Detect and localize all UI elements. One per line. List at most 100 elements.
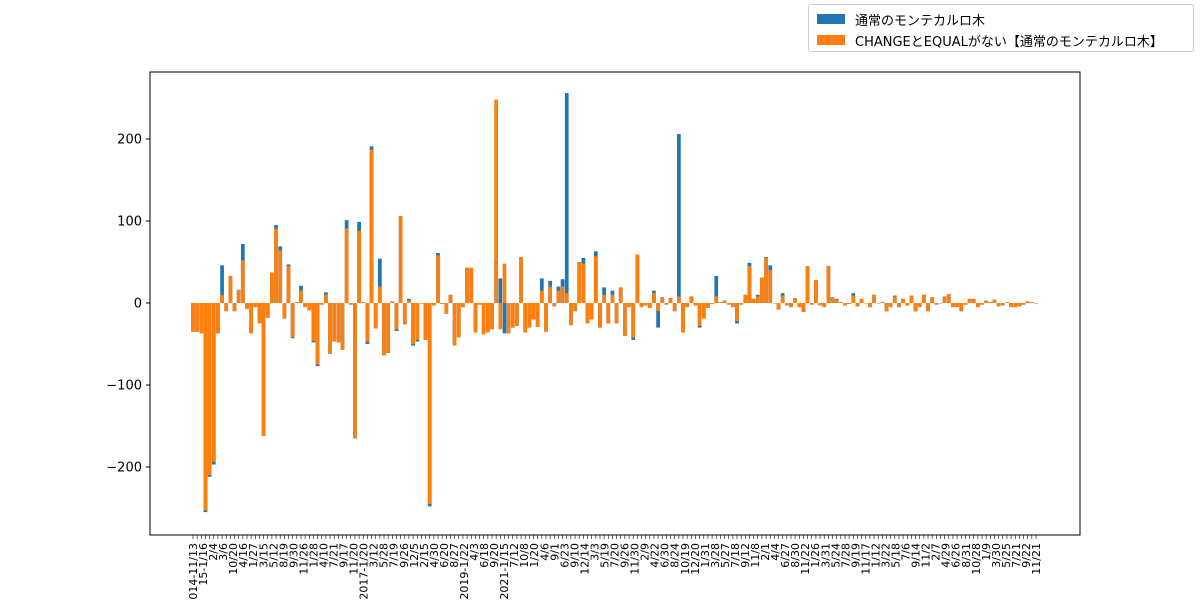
bar-no-change-equal (444, 303, 449, 314)
bar-no-change-equal (286, 266, 291, 303)
x-tick-label: 1/26 (809, 543, 822, 568)
bar-no-change-equal (398, 216, 403, 303)
bar-no-change-equal (203, 303, 208, 511)
bar-no-change-equal (984, 300, 989, 303)
bar-no-change-equal (1021, 303, 1026, 305)
bar-no-change-equal (502, 263, 507, 303)
bar-no-change-equal (901, 298, 905, 303)
bar-no-change-equal (344, 228, 349, 303)
bar-no-change-equal (834, 299, 839, 303)
bar-no-change-equal (747, 266, 752, 303)
bar-no-change-equal (456, 303, 461, 338)
legend-item-no-change-equal: CHANGEとEQUALがない【通常のモンテカルロ木】 (817, 31, 1163, 50)
bar-no-change-equal (544, 303, 548, 332)
x-tick-label: 4/4 (769, 543, 782, 561)
bar-no-change-equal (253, 303, 258, 308)
bar-no-change-equal (697, 303, 702, 326)
bar-no-change-equal (913, 303, 918, 312)
x-tick-label: 8/27 (448, 543, 461, 568)
bar-no-change-equal (531, 303, 536, 320)
bar-no-change-equal (494, 99, 499, 303)
x-tick-label: 11/30 (629, 543, 642, 575)
x-tick-label: 7/12 (508, 543, 521, 568)
x-tick-label: 9/26 (619, 543, 632, 568)
x-tick-label: 2/4 (207, 543, 220, 561)
bar-no-change-equal (411, 303, 415, 344)
x-tick-label: 9/10 (568, 543, 581, 568)
x-tick-label: 8/19 (277, 543, 290, 568)
x-tick-label: 9/20 (488, 543, 501, 568)
x-tick-label: 7/21 (328, 543, 341, 568)
bar-no-change-equal (959, 303, 964, 312)
bar-no-change-equal (1034, 303, 1038, 304)
bar-no-change-equal (240, 260, 245, 303)
bar-no-change-equal (315, 303, 320, 365)
bar-no-change-equal (328, 303, 332, 354)
x-tick-label: 4/22 (649, 543, 662, 568)
bar-no-change-equal (951, 303, 955, 308)
x-tick-label: 11/2 (920, 543, 933, 568)
x-tick-label: 3/28 (709, 543, 722, 568)
bar-no-change-equal (560, 286, 565, 303)
bar-no-change-equal (955, 303, 959, 308)
bar-no-change-equal (369, 149, 374, 303)
bar-no-change-equal (602, 294, 606, 303)
bar-no-change-equal (946, 293, 951, 303)
bar-no-change-equal (307, 303, 312, 311)
bar-no-change-equal (452, 303, 457, 346)
bar-no-change-equal (340, 303, 345, 350)
bar-no-change-equal (909, 295, 914, 303)
x-tick-label: 6/20 (438, 543, 451, 568)
x-tick-label: 7/18 (729, 543, 742, 568)
bar-no-change-equal (299, 290, 303, 303)
bar-no-change-equal (569, 303, 573, 326)
bar-no-change-equal (236, 289, 241, 303)
x-tick-label: 4/30 (428, 543, 441, 568)
bar-no-change-equal (784, 303, 789, 306)
bar-no-change-equal (710, 303, 714, 304)
bar-no-change-equal (481, 303, 486, 335)
bar-no-change-equal (967, 298, 972, 303)
bar-no-change-equal (548, 286, 552, 303)
bar-no-change-equal (751, 298, 756, 303)
bar-no-change-equal (440, 303, 445, 304)
bar-normal (677, 134, 681, 303)
legend-label-normal: 通常のモンテカルロ木 (855, 13, 986, 29)
bar-no-change-equal (1017, 303, 1022, 307)
x-tick-label: 15-1/16 (197, 543, 210, 586)
bar-no-change-equal (485, 303, 490, 333)
bar-no-change-equal (423, 303, 428, 340)
bar-no-change-equal (668, 298, 673, 303)
bar-no-change-equal (635, 254, 640, 303)
bar-no-change-equal (407, 300, 411, 303)
bar-no-change-equal (693, 303, 698, 306)
x-tick-label: 9/14 (910, 543, 923, 568)
bar-no-change-equal (863, 303, 868, 304)
x-tick-label: 10/8 (518, 543, 531, 568)
x-tick-label: 2/1 (759, 543, 772, 561)
bar-no-change-equal (780, 295, 785, 303)
bar-no-change-equal (714, 296, 719, 303)
y-tick-label: 200 (117, 133, 142, 148)
bar-no-change-equal (207, 303, 212, 476)
x-tick-label: 5/25 (1000, 543, 1013, 568)
x-tick-label: 11/8 (749, 543, 762, 568)
bar-no-change-equal (805, 266, 810, 303)
bar-no-change-equal (1025, 301, 1030, 303)
bar-no-change-equal (216, 303, 220, 334)
x-tick-label: 8/24 (669, 543, 682, 568)
bar-no-change-equal (427, 303, 432, 504)
bar-no-change-equal (191, 303, 195, 332)
bar-no-change-equal (510, 303, 515, 328)
bar-no-change-equal (938, 303, 943, 304)
bar-no-change-equal (589, 303, 594, 320)
x-tick-label: 11/20 (348, 543, 361, 575)
bar-no-change-equal (228, 275, 233, 303)
bar-no-change-equal (647, 303, 652, 308)
y-tick-label: 100 (117, 215, 142, 230)
x-tick-label: 4/3 (468, 543, 481, 561)
bar-no-change-equal (448, 294, 453, 303)
x-tick-label: 6/23 (558, 543, 571, 568)
x-tick-label: 6/27 (779, 543, 792, 568)
